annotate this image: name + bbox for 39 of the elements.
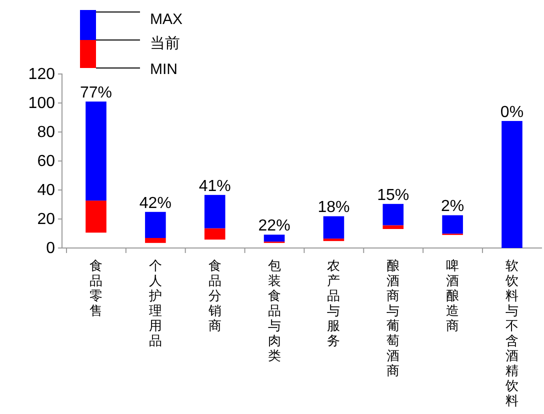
annotation: 41% [198, 178, 231, 195]
annotation: 0% [500, 104, 524, 121]
x-tick-label: 酿酒商与葡萄酒商 [386, 258, 400, 378]
bar [145, 238, 166, 243]
annotation: 15% [377, 186, 410, 204]
bar [86, 200, 106, 233]
x-tick-label: 个人护理用品 [148, 258, 162, 348]
bar [204, 228, 226, 240]
annotation: 22% [258, 218, 290, 235]
annotation: 42% [139, 194, 172, 212]
y-tick-label: 80 [37, 124, 56, 142]
bar [204, 194, 226, 228]
annotation: 77% [80, 84, 112, 102]
annotation: 2% [441, 198, 464, 216]
category-label: 软饮料与不含酒精饮料 [505, 258, 518, 408]
x-tick-label: 食品零售 [90, 258, 103, 318]
x-tick-label: 包装食品与肉类 [268, 258, 281, 363]
y-tick-label: 100 [28, 95, 56, 112]
text: MAX [150, 11, 183, 28]
x-tick-label: 啤酒酿造商 [446, 258, 460, 333]
bar [86, 102, 106, 201]
text: 当前 [150, 35, 180, 52]
y-tick-label: 40 [37, 182, 56, 200]
bar [145, 212, 166, 238]
bar [382, 225, 404, 230]
bar [264, 234, 285, 242]
y-tick-label: 60 [37, 153, 56, 170]
bar [382, 204, 404, 226]
y-tick-label: 120 [28, 66, 56, 84]
annotation: MIN [150, 61, 178, 78]
annotation: 18% [318, 199, 350, 216]
bar [442, 215, 463, 234]
bar [323, 238, 344, 242]
y-tick-label: 0 [46, 240, 56, 258]
x-tick-label: 食品分销商 [207, 258, 222, 333]
x-tick-label: 农产品与服务 [327, 258, 340, 348]
y-tick-label: 20 [37, 211, 56, 228]
bar [502, 120, 522, 248]
bar [323, 216, 344, 239]
